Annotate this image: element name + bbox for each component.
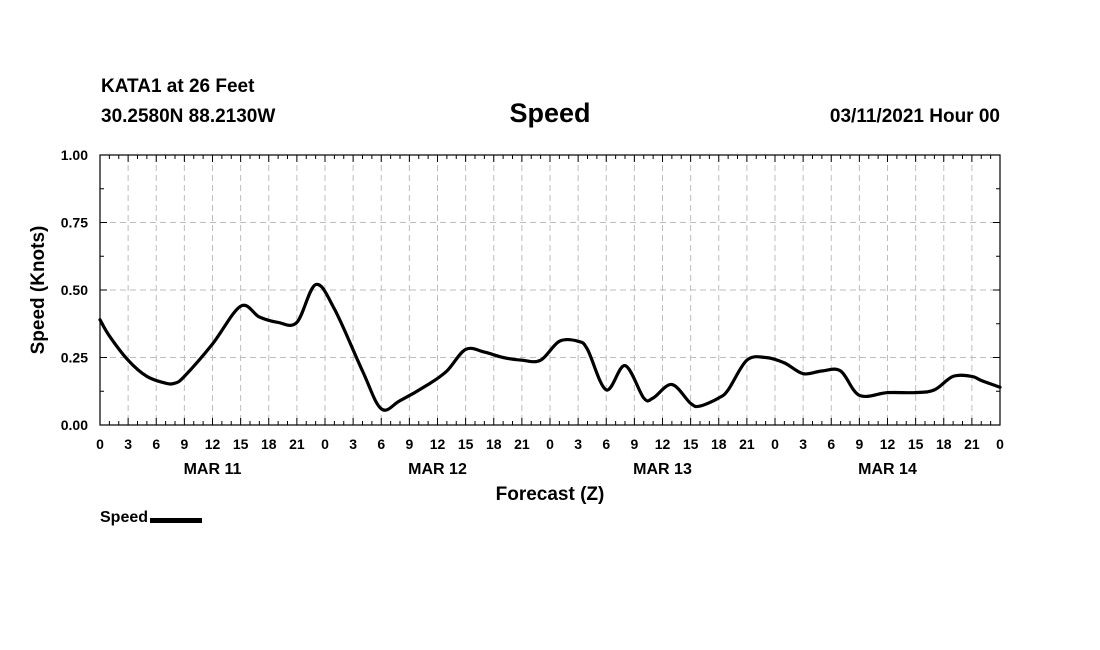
x-tick-label: 3 (124, 436, 132, 452)
y-tick-label: 1.00 (61, 147, 88, 163)
x-day-label: MAR 13 (633, 461, 692, 478)
y-tick-label: 0.00 (61, 417, 88, 433)
x-day-label: MAR 11 (184, 461, 242, 478)
legend: Speed (100, 509, 203, 527)
x-tick-label: 3 (349, 436, 357, 452)
x-tick-label: 9 (180, 436, 188, 452)
y-axis-title: Speed (Knots) (28, 226, 49, 355)
station-label: KATA1 at 26 Feet (101, 76, 255, 97)
x-tick-label: 18 (486, 436, 502, 452)
x-axis-title: Forecast (Z) (496, 484, 605, 505)
y-tick-label: 0.50 (61, 282, 88, 298)
x-tick-label: 6 (152, 436, 160, 452)
x-tick-label: 0 (321, 436, 329, 452)
x-tick-label: 12 (655, 436, 671, 452)
x-day-label: MAR 12 (408, 461, 467, 478)
station-coordinates: 30.2580N 88.2130W (101, 106, 276, 127)
forecast-datetime: 03/11/2021 Hour 00 (829, 106, 1000, 127)
y-tick-label: 0.75 (61, 215, 88, 231)
legend-label: Speed (100, 509, 149, 526)
x-tick-label: 18 (711, 436, 727, 452)
x-tick-label: 21 (739, 436, 755, 452)
x-tick-label: 0 (96, 436, 104, 452)
x-tick-label: 21 (964, 436, 980, 452)
x-tick-label: 12 (205, 436, 221, 452)
x-tick-label: 0 (771, 436, 779, 452)
x-tick-label: 9 (855, 436, 863, 452)
x-tick-label: 9 (405, 436, 413, 452)
x-day-label: MAR 14 (858, 461, 917, 478)
x-tick-label: 6 (377, 436, 385, 452)
y-tick-label: 0.25 (61, 350, 88, 366)
x-tick-label: 21 (289, 436, 305, 452)
x-tick-label: 3 (799, 436, 807, 452)
x-tick-label: 12 (880, 436, 896, 452)
x-tick-label: 15 (233, 436, 249, 452)
x-tick-label: 0 (996, 436, 1004, 452)
x-tick-label: 18 (261, 436, 277, 452)
x-tick-label: 6 (602, 436, 610, 452)
x-tick-label: 18 (936, 436, 952, 452)
x-tick-label: 6 (827, 436, 835, 452)
chart-title: Speed (509, 98, 591, 128)
series-line-speed (98, 282, 1002, 412)
x-tick-label: 21 (514, 436, 530, 452)
x-tick-label: 15 (458, 436, 474, 452)
legend-swatch (150, 517, 203, 523)
x-tick-label: 15 (908, 436, 924, 452)
x-tick-label: 9 (630, 436, 638, 452)
x-tick-label: 12 (430, 436, 446, 452)
x-tick-label: 0 (546, 436, 554, 452)
x-tick-label: 15 (683, 436, 699, 452)
x-tick-label: 3 (574, 436, 582, 452)
